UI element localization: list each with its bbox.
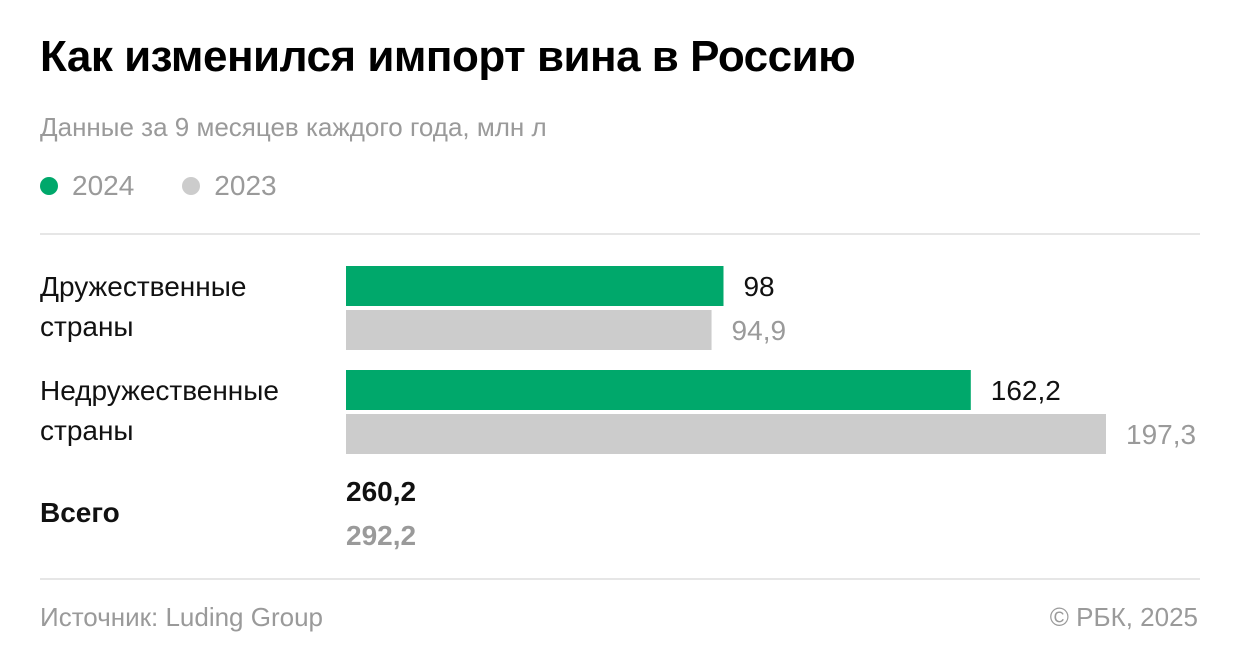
legend-item-2023: 2023	[182, 170, 277, 202]
bar-friendly-2024	[346, 266, 724, 306]
legend-label-2024: 2024	[72, 170, 135, 201]
category-label-unfriendly-line2: страны	[40, 415, 134, 446]
category-label-friendly-line1: Дружественные	[40, 271, 247, 302]
category-label-friendly-line2: страны	[40, 311, 134, 342]
bar-label-unfriendly-2024: 162,2	[991, 375, 1061, 406]
bar-friendly-2023	[346, 310, 712, 350]
bottom-divider	[40, 578, 1200, 580]
category-label-friendly: Дружественные страны	[40, 267, 246, 347]
category-label-unfriendly: Недружественные страны	[40, 371, 279, 451]
total-label: Всего	[40, 497, 120, 528]
total-value-2023: 292,2	[346, 520, 417, 551]
chart-subtitle: Данные за 9 месяцев каждого года, млн л	[40, 112, 547, 142]
total-value-2024: 260,2	[346, 476, 417, 507]
bar-unfriendly-2023	[346, 414, 1106, 454]
top-divider	[40, 233, 1200, 235]
category-label-unfriendly-line1: Недружественные	[40, 375, 279, 406]
chart-title: Как изменился импорт вина в Россию	[40, 32, 856, 81]
legend-label-2023: 2023	[214, 170, 277, 201]
bar-unfriendly-2024	[346, 370, 971, 410]
source-note: Источник: Luding Group	[40, 602, 324, 632]
copyright: © РБК, 2025	[1049, 602, 1198, 632]
bar-label-unfriendly-2023: 197,3	[1126, 419, 1196, 450]
legend-dot-2024	[40, 177, 58, 195]
bar-label-friendly-2024: 98	[743, 271, 774, 302]
legend: 2024 2023	[40, 170, 325, 202]
legend-item-2024: 2024	[40, 170, 134, 202]
bar-label-friendly-2023: 94,9	[732, 315, 787, 346]
legend-dot-2023	[182, 177, 201, 195]
